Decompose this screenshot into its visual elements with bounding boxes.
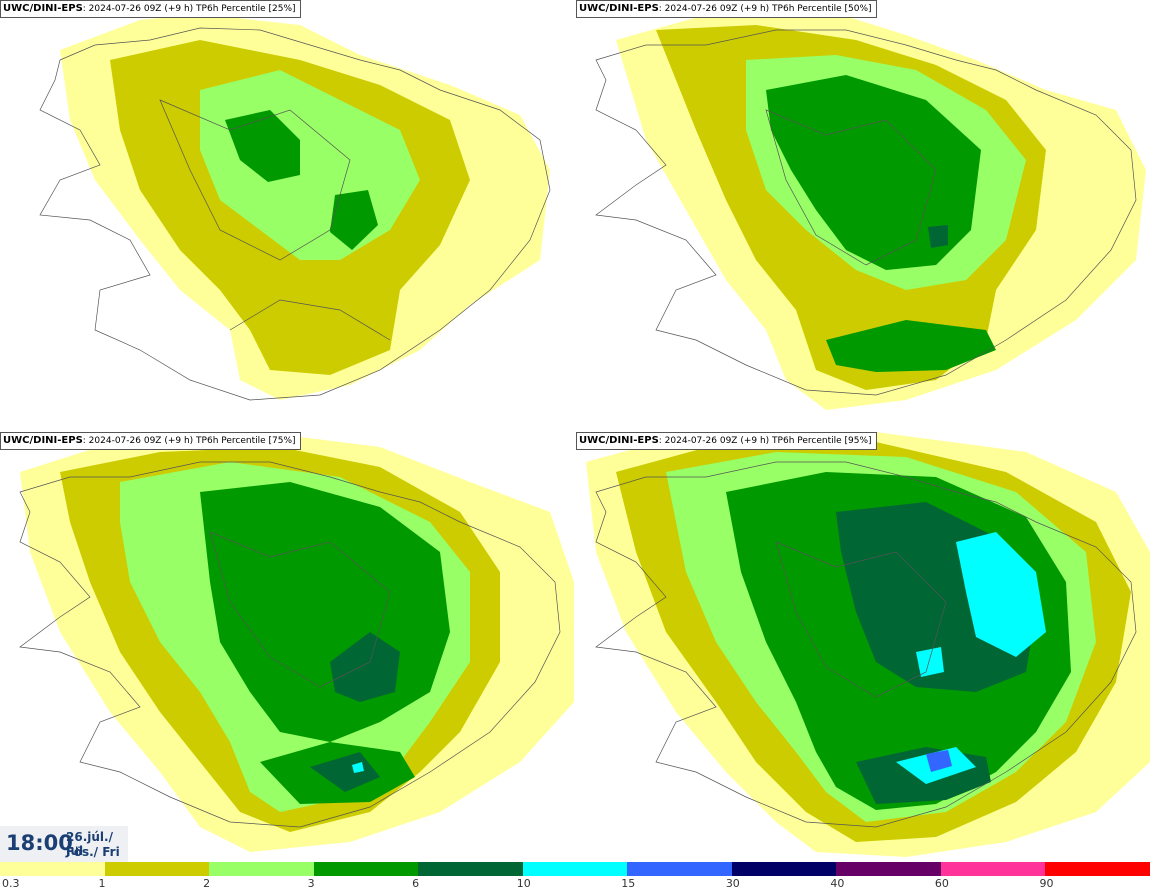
legend-label: 3 xyxy=(307,877,315,890)
map-panel-p50: UWC/DINI-EPS: 2024-07-26 09Z (+9 h) TP6h… xyxy=(576,0,1150,430)
map-panel-p75: UWC/DINI-EPS: 2024-07-26 09Z (+9 h) TP6h… xyxy=(0,432,574,862)
legend-swatch xyxy=(940,862,1047,876)
legend-label: 1 xyxy=(98,877,106,890)
legend-label: 0.3 xyxy=(2,877,20,890)
legend-swatch xyxy=(418,862,524,876)
precip-map-p95 xyxy=(586,432,1150,857)
legend-swatch xyxy=(313,862,420,876)
panel-title: UWC/DINI-EPS: 2024-07-26 09Z (+9 h) TP6h… xyxy=(576,0,877,18)
precip-band-3 xyxy=(766,75,981,270)
precip-band-6 xyxy=(310,752,380,792)
precip-band-3 xyxy=(826,320,996,372)
legend-swatch xyxy=(104,862,211,876)
legend-swatch xyxy=(209,862,315,876)
legend-label: 10 xyxy=(516,877,531,890)
precip-band-10 xyxy=(916,647,944,677)
precip-band-3 xyxy=(330,190,378,250)
valid-day: Fös./ Fri xyxy=(66,845,120,859)
precip-band-10 xyxy=(956,532,1046,657)
panel-title: UWC/DINI-EPS: 2024-07-26 09Z (+9 h) TP6h… xyxy=(576,432,877,450)
legend-swatch xyxy=(522,862,629,876)
precip-band-10 xyxy=(352,762,364,773)
valid-time: 18:00 xyxy=(6,831,73,855)
legend-label: 30 xyxy=(725,877,740,890)
precip-map-p50 xyxy=(595,10,1146,410)
legend-label: 15 xyxy=(621,877,636,890)
valid-time-box: 18:00 26.júl./ Jul Fös./ Fri xyxy=(0,826,128,862)
precip-map-p25 xyxy=(39,14,551,401)
coastline xyxy=(19,461,561,828)
coastline xyxy=(39,27,551,401)
legend-swatch xyxy=(1045,862,1150,876)
panel-title: UWC/DINI-EPS: 2024-07-26 09Z (+9 h) TP6h… xyxy=(0,0,301,18)
legend-label: 2 xyxy=(203,877,211,890)
precip-band-6 xyxy=(928,225,948,248)
legend-label: 40 xyxy=(830,877,845,890)
legend-swatch xyxy=(836,862,942,876)
valid-date: 26.júl./ Jul xyxy=(66,830,113,858)
precip-map-p75 xyxy=(19,432,574,852)
panel-title: UWC/DINI-EPS: 2024-07-26 09Z (+9 h) TP6h… xyxy=(0,432,301,450)
precip-band-6 xyxy=(330,632,400,702)
precip-band-15 xyxy=(926,750,952,772)
legend-swatch xyxy=(0,862,106,876)
coastline xyxy=(595,29,1137,396)
precip-legend-colorbar: 0.3 1 2 3 6 10 15 30 40 60 90 xyxy=(0,862,1150,891)
legend-swatch xyxy=(731,862,838,876)
map-panel-p95: UWC/DINI-EPS: 2024-07-26 09Z (+9 h) TP6h… xyxy=(576,432,1150,862)
precip-band-3 xyxy=(225,110,300,182)
coastline xyxy=(595,461,1137,828)
legend-label: 60 xyxy=(934,877,949,890)
legend-label: 6 xyxy=(412,877,420,890)
map-panel-p25: UWC/DINI-EPS: 2024-07-26 09Z (+9 h) TP6h… xyxy=(0,0,574,430)
legend-label: 90 xyxy=(1039,877,1054,890)
legend-swatch xyxy=(627,862,733,876)
